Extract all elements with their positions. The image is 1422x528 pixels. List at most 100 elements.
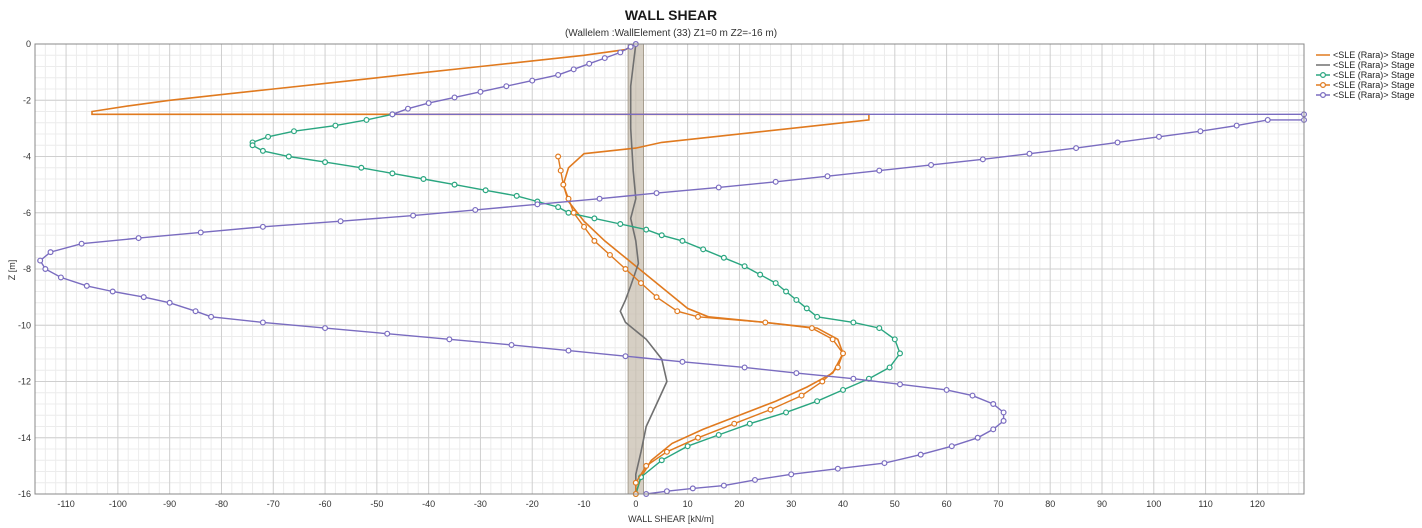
data-point <box>472 206 479 213</box>
data-point <box>653 190 660 197</box>
data-point <box>663 448 670 455</box>
data-point <box>674 308 681 315</box>
data-point <box>917 451 924 458</box>
data-point <box>557 167 564 174</box>
data-point <box>834 364 841 371</box>
x-tick-label: 30 <box>786 499 796 509</box>
data-point <box>803 305 810 312</box>
data-point <box>700 246 707 253</box>
data-point <box>627 43 634 50</box>
data-point <box>451 181 458 188</box>
series-2 <box>619 43 668 494</box>
data-point <box>591 215 598 222</box>
x-tick-label: -80 <box>215 499 228 509</box>
y-tick-label: -14 <box>18 433 31 443</box>
data-point <box>140 294 147 301</box>
series-layer <box>37 40 1307 498</box>
data-point <box>606 251 613 258</box>
data-point <box>772 280 779 287</box>
data-point <box>384 330 391 337</box>
data-point <box>658 457 665 464</box>
legend-marker <box>1319 91 1326 98</box>
data-point <box>819 378 826 385</box>
data-point <box>622 353 629 360</box>
data-point <box>990 426 997 433</box>
series-1 <box>91 43 870 495</box>
data-point <box>197 229 204 236</box>
data-point <box>208 313 215 320</box>
y-tick-label: -4 <box>23 152 31 162</box>
x-axis-label: WALL SHEAR [kN/m] <box>628 514 714 524</box>
data-point <box>363 116 370 123</box>
data-point <box>322 159 329 166</box>
data-point <box>808 325 815 332</box>
data-point <box>876 325 883 332</box>
x-tick-label: 90 <box>1097 499 1107 509</box>
data-point <box>109 288 116 295</box>
data-point <box>783 288 790 295</box>
data-point <box>586 60 593 67</box>
x-tick-label: 100 <box>1146 499 1161 509</box>
data-point <box>508 341 515 348</box>
data-point <box>57 274 64 281</box>
data-point <box>451 94 458 101</box>
data-point <box>47 249 54 256</box>
series-line <box>91 43 870 495</box>
x-tick-label: -20 <box>526 499 539 509</box>
data-point <box>135 235 142 242</box>
data-point <box>757 271 764 278</box>
data-point <box>663 488 670 495</box>
data-point <box>529 77 536 84</box>
y-tick-label: -2 <box>23 95 31 105</box>
x-tick-label: -50 <box>370 499 383 509</box>
legend-label: <SLE (Rara)> Stage <box>1333 90 1415 100</box>
data-point <box>694 434 701 441</box>
data-point <box>638 280 645 287</box>
legend-label: <SLE (Rara)> Stage <box>1333 60 1415 70</box>
legend-marker <box>1319 71 1326 78</box>
data-point <box>751 476 758 483</box>
data-point <box>715 184 722 191</box>
y-axis-label: Z [m] <box>7 260 17 281</box>
data-point <box>1114 139 1121 146</box>
data-point <box>425 100 432 107</box>
data-point <box>1026 150 1033 157</box>
data-point <box>746 420 753 427</box>
data-point <box>762 319 769 326</box>
x-tick-label: -40 <box>422 499 435 509</box>
data-point <box>741 263 748 270</box>
data-point <box>477 88 484 95</box>
x-tick-label: 60 <box>942 499 952 509</box>
legend-item: <SLE (Rara)> Stage <box>1316 90 1415 100</box>
data-point <box>1155 133 1162 140</box>
y-tick-label: -12 <box>18 377 31 387</box>
data-point <box>555 153 562 160</box>
data-point <box>601 55 608 62</box>
x-tick-label: -110 <box>57 499 74 509</box>
data-point <box>555 71 562 78</box>
legend: <SLE (Rara)> Stage<SLE (Rara)> Stage<SLE… <box>1316 50 1415 100</box>
legend-item: <SLE (Rara)> Stage <box>1316 60 1415 70</box>
data-point <box>850 319 857 326</box>
data-point <box>928 161 935 168</box>
data-point <box>798 392 805 399</box>
chart-title: WALL SHEAR <box>625 7 717 23</box>
data-point <box>793 296 800 303</box>
x-tick-labels: -110 -100 -90 -80 -70 -60 -50 -40 -30 -20 -10 0 10 20… <box>57 499 1265 509</box>
series-5 <box>37 40 1307 498</box>
series-line <box>619 43 668 494</box>
data-point <box>534 201 541 208</box>
data-point <box>1000 409 1007 416</box>
data-point <box>643 226 650 233</box>
data-point <box>684 443 691 450</box>
data-point <box>876 167 883 174</box>
data-point <box>482 187 489 194</box>
x-tick-label: -90 <box>163 499 176 509</box>
data-point <box>420 176 427 183</box>
data-point <box>767 406 774 413</box>
data-point <box>389 111 396 118</box>
data-point <box>1233 122 1240 129</box>
data-point <box>513 192 520 199</box>
data-point <box>679 358 686 365</box>
